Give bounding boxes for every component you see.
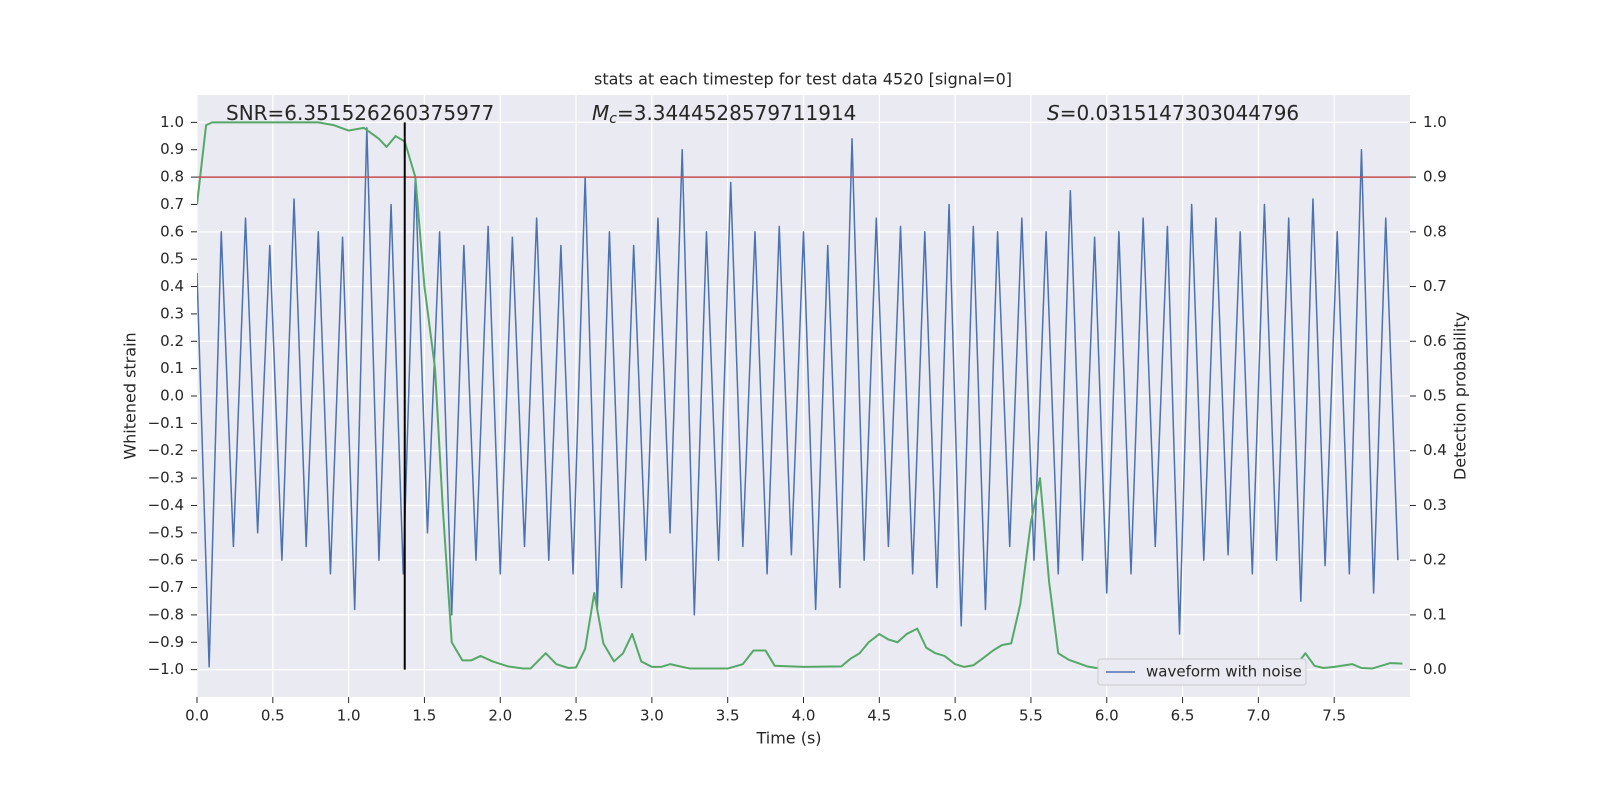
- x-tick-label: 4.5: [867, 707, 891, 725]
- x-tick-label: 5.5: [1019, 707, 1043, 725]
- y-tick-label: 0.7: [160, 195, 184, 213]
- x-tick-label: 1.5: [413, 707, 437, 725]
- y2-tick-label: 0.8: [1423, 222, 1447, 240]
- annotation: S=0.0315147303044796: [1047, 101, 1299, 125]
- y2-tick-label: 0.5: [1423, 387, 1447, 405]
- x-tick-label: 5.0: [943, 707, 967, 725]
- y-tick-label: −0.1: [148, 414, 184, 432]
- chart-title: stats at each timestep for test data 452…: [594, 70, 1012, 89]
- y-tick-label: 0.3: [160, 304, 184, 322]
- y-tick-label: −0.8: [148, 605, 184, 623]
- y-tick-label: 0.5: [160, 250, 184, 268]
- annotation: SNR=6.351526260375977: [226, 101, 494, 125]
- y-tick-label: −0.7: [148, 578, 184, 596]
- series-line: [197, 127, 1399, 668]
- annotation: Mc=3.3444528579711914: [592, 101, 856, 128]
- y2-tick-label: 0.2: [1423, 551, 1447, 569]
- annotation-text: SNR=6.351526260375977: [226, 101, 494, 125]
- x-tick-label: 4.0: [792, 707, 816, 725]
- x-tick-label: 6.5: [1171, 707, 1195, 725]
- y-tick-label: 0.4: [160, 277, 184, 295]
- y-tick-label: −0.5: [148, 523, 184, 541]
- y-tick-label: −0.2: [148, 441, 184, 459]
- y-tick-label: −0.3: [148, 469, 184, 487]
- legend-box: [1097, 658, 1307, 686]
- y-tick-label: 0.0: [160, 387, 184, 405]
- y2-tick-label: 0.3: [1423, 496, 1447, 514]
- y2-tick-label: 0.0: [1423, 660, 1447, 678]
- x-tick-label: 3.5: [716, 707, 740, 725]
- y-tick-label: 0.2: [160, 332, 184, 350]
- y-tick-label: −0.6: [148, 551, 184, 569]
- y-tick-label: −0.4: [148, 496, 184, 514]
- y-tick-label: 0.6: [160, 222, 184, 240]
- y2-axis-label: Detection probability: [1451, 312, 1470, 480]
- y-tick-label: 0.8: [160, 168, 184, 186]
- y2-tick-label: 0.7: [1423, 277, 1447, 295]
- x-tick-label: 7.0: [1246, 707, 1270, 725]
- x-tick-label: 3.0: [640, 707, 664, 725]
- x-tick-label: 6.0: [1095, 707, 1119, 725]
- annotation-symbol: S: [1047, 101, 1060, 125]
- y2-tick-label: 1.0: [1423, 113, 1447, 131]
- y-tick-label: −0.9: [148, 633, 184, 651]
- x-axis-label: Time (s): [755, 729, 821, 748]
- y-axis-label: Whitened strain: [121, 332, 140, 459]
- legend-label: waveform with noise: [1146, 663, 1302, 681]
- x-tick-label: 1.0: [337, 707, 361, 725]
- y-tick-label: 0.9: [160, 140, 184, 158]
- y-tick-label: 0.1: [160, 359, 184, 377]
- x-tick-label: 7.5: [1322, 707, 1346, 725]
- annotation-text: =3.3444528579711914: [617, 101, 856, 125]
- x-tick-label: 2.5: [564, 707, 588, 725]
- y-tick-label: −1.0: [148, 660, 184, 678]
- y2-tick-label: 0.1: [1423, 605, 1447, 623]
- x-tick-label: 0.0: [185, 707, 209, 725]
- annotation-text: =0.0315147303044796: [1060, 101, 1299, 125]
- annotation-symbol: M: [592, 101, 609, 125]
- annotation-subscript: c: [609, 111, 617, 127]
- y-tick-label: 1.0: [160, 113, 184, 131]
- y2-tick-label: 0.4: [1423, 441, 1447, 459]
- y2-tick-label: 0.9: [1423, 168, 1447, 186]
- y2-tick-label: 0.6: [1423, 332, 1447, 350]
- x-tick-label: 2.0: [488, 707, 512, 725]
- x-tick-label: 0.5: [261, 707, 285, 725]
